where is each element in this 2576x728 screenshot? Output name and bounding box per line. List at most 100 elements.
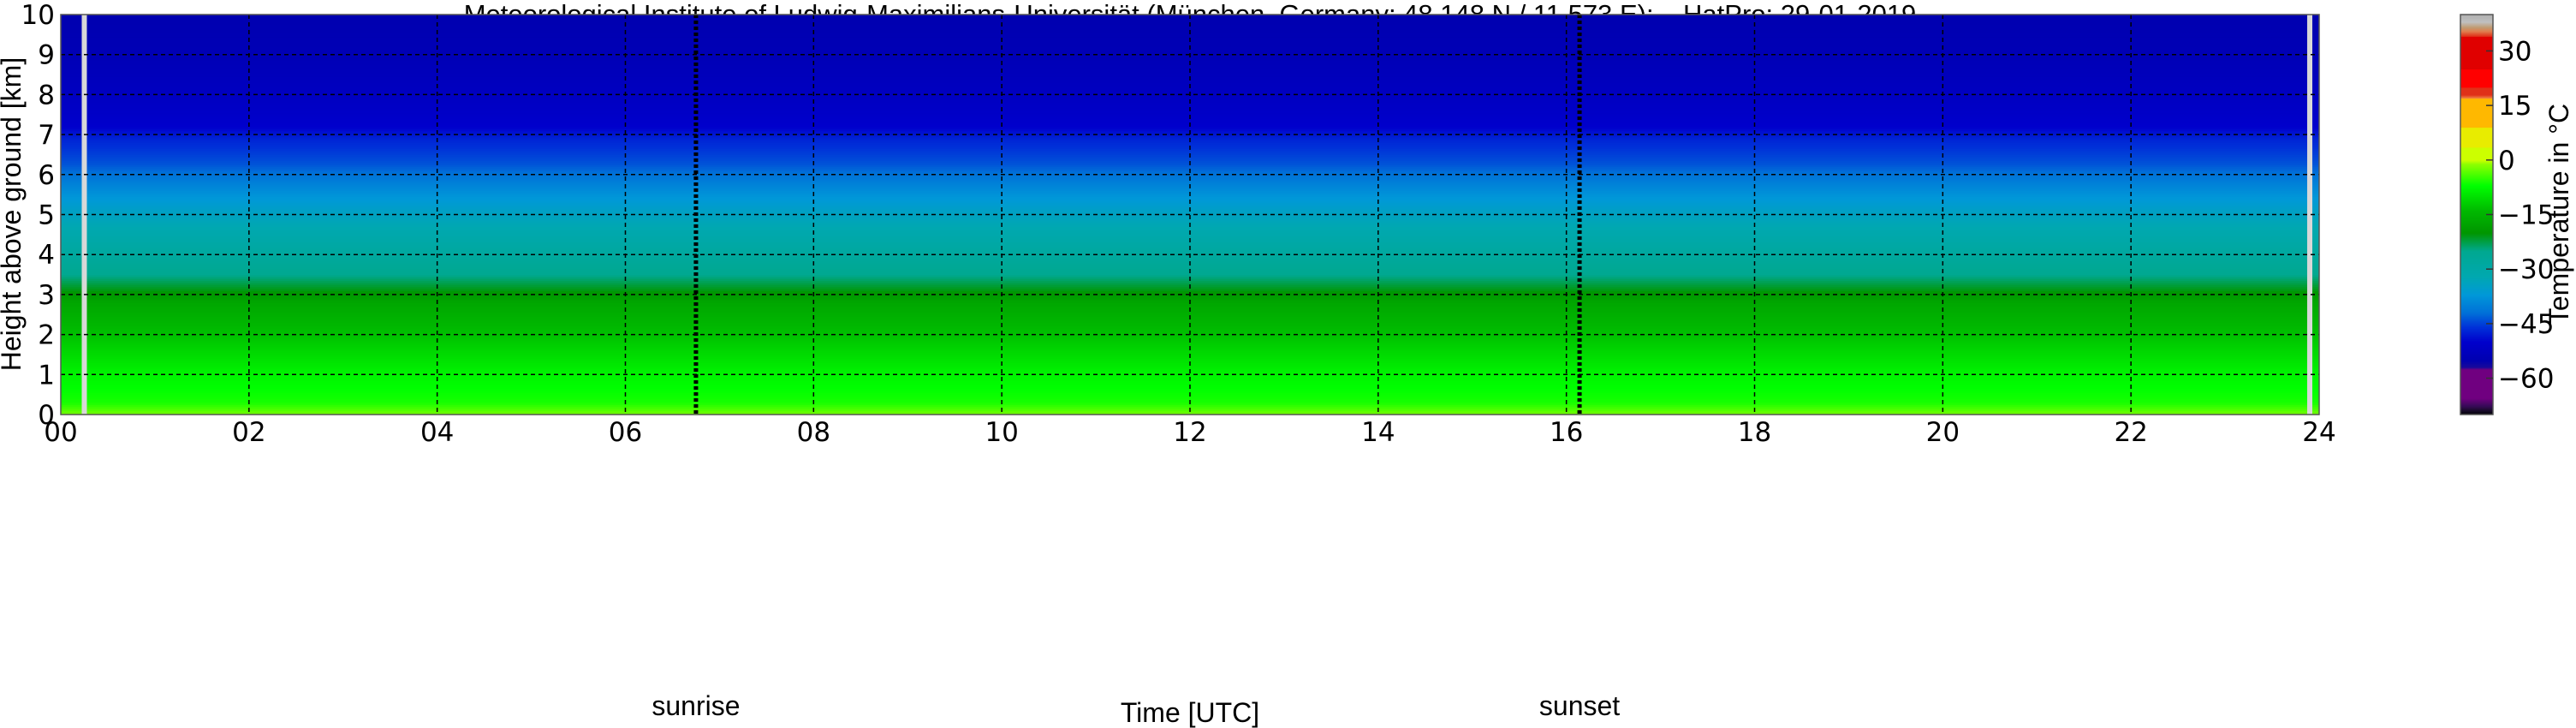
colorbar-segment <box>2460 272 2493 274</box>
colorbar-segment <box>2460 164 2493 165</box>
colorbar-segment <box>2460 359 2493 361</box>
colorbar-segment <box>2460 109 2493 110</box>
colorbar-segment <box>2460 80 2493 81</box>
colorbar-segment <box>2460 102 2493 104</box>
heatmap-cell <box>61 188 2319 192</box>
colorbar-tick-label: 30 <box>2498 36 2531 67</box>
colorbar-segment <box>2460 171 2493 174</box>
colorbar-segment <box>2460 182 2493 184</box>
colorbar-segment <box>2460 242 2493 243</box>
colorbar-segment <box>2460 254 2493 255</box>
colorbar-segment <box>2460 348 2493 350</box>
colorbar-segment <box>2460 45 2493 47</box>
heatmap-cell <box>61 118 2319 122</box>
colorbar-segment <box>2460 59 2493 61</box>
colorbar-segment <box>2460 258 2493 260</box>
colorbar-segment <box>2460 146 2493 148</box>
colorbar-segment <box>2460 302 2493 305</box>
colorbar-segment <box>2460 174 2493 176</box>
colorbar-segment <box>2460 263 2493 266</box>
colorbar-segment <box>2460 383 2493 385</box>
colorbar-segment <box>2460 314 2493 316</box>
colorbar-segment <box>2460 143 2493 146</box>
colorbar-segment <box>2460 227 2493 229</box>
colorbar-segment <box>2460 160 2493 163</box>
colorbar-segment <box>2460 62 2493 63</box>
heatmap-cell <box>61 242 2319 246</box>
colorbar-segment <box>2460 107 2493 109</box>
colorbar-segment <box>2460 388 2493 390</box>
colorbar-segment <box>2460 371 2493 373</box>
colorbar-segment <box>2460 397 2493 399</box>
colorbar-segment <box>2460 85 2493 87</box>
colorbar-segment <box>2460 76 2493 78</box>
colorbar-segment <box>2460 26 2493 28</box>
colorbar-segment <box>2460 216 2493 218</box>
colorbar-segment <box>2460 179 2493 181</box>
colorbar-segment <box>2460 52 2493 55</box>
heatmap-cell <box>61 288 2319 291</box>
colorbar-segment <box>2460 291 2493 294</box>
colorbar-segment <box>2460 22 2493 25</box>
colorbar-segment <box>2460 257 2493 259</box>
colorbar-segment <box>2460 404 2493 406</box>
colorbar-segment <box>2460 237 2493 239</box>
colorbar-segment <box>2460 42 2493 45</box>
colorbar-segment <box>2460 35 2493 37</box>
colorbar-segment <box>2460 53 2493 56</box>
colorbar-segment <box>2460 78 2493 80</box>
colorbar-segment <box>2460 368 2493 371</box>
colorbar-segment <box>2460 378 2493 380</box>
colorbar-segment <box>2460 184 2493 187</box>
colorbar-segment <box>2460 97 2493 99</box>
colorbar-segment <box>2460 213 2493 215</box>
heatmap-cell <box>61 282 2319 285</box>
colorbar-segment <box>2460 110 2493 113</box>
colorbar-segment <box>2460 144 2493 146</box>
colorbar-segment <box>2460 161 2493 164</box>
heatmap-cell <box>61 110 2319 114</box>
colorbar-segment <box>2460 132 2493 134</box>
heatmap-cell <box>61 234 2319 237</box>
colorbar-segment <box>2460 172 2493 175</box>
colorbar-segment <box>2460 268 2493 270</box>
heatmap-cell <box>61 57 2319 59</box>
colorbar-segment <box>2460 264 2493 266</box>
colorbar-segment <box>2460 71 2493 74</box>
colorbar-segment <box>2460 70 2493 73</box>
colorbar-segment <box>2460 120 2493 122</box>
colorbar-segment <box>2460 287 2493 289</box>
colorbar-segment <box>2460 119 2493 121</box>
colorbar-segment <box>2460 357 2493 359</box>
colorbar-segment <box>2460 309 2493 312</box>
colorbar-segment <box>2460 187 2493 189</box>
heatmap-cell <box>61 326 2319 330</box>
heatmap-cell <box>61 82 2319 86</box>
colorbar-segment <box>2460 136 2493 138</box>
colorbar-label: Temperature in °C <box>2543 104 2574 325</box>
colorbar-segment <box>2460 327 2493 329</box>
colorbar-segment <box>2460 376 2493 378</box>
colorbar-segment <box>2460 137 2493 139</box>
colorbar-segment <box>2460 63 2493 65</box>
colorbar-tick-labels: 30 15 0 −15 −30 −45 −60 <box>2486 36 2554 395</box>
heatmap-cell <box>61 172 2319 176</box>
colorbar-segment <box>2460 365 2493 367</box>
colorbar-segment <box>2460 391 2493 394</box>
colorbar-segment <box>2460 153 2493 155</box>
colorbar-segment <box>2460 163 2493 164</box>
heatmap-cell <box>61 210 2319 213</box>
heatmap-cell <box>61 66 2319 69</box>
colorbar-tick-label: −15 <box>2498 200 2554 231</box>
colorbar-segment <box>2460 305 2493 307</box>
colorbar-segment <box>2460 282 2493 283</box>
colorbar-segment <box>2460 196 2493 198</box>
colorbar-segment <box>2460 373 2493 375</box>
colorbar-segment <box>2460 384 2493 386</box>
colorbar-segment <box>2460 205 2493 207</box>
colorbar-segment <box>2460 125 2493 128</box>
colorbar-segment <box>2460 152 2493 153</box>
colorbar-segment <box>2460 303 2493 306</box>
colorbar-segment <box>2460 18 2493 20</box>
colorbar-segment <box>2460 201 2493 204</box>
